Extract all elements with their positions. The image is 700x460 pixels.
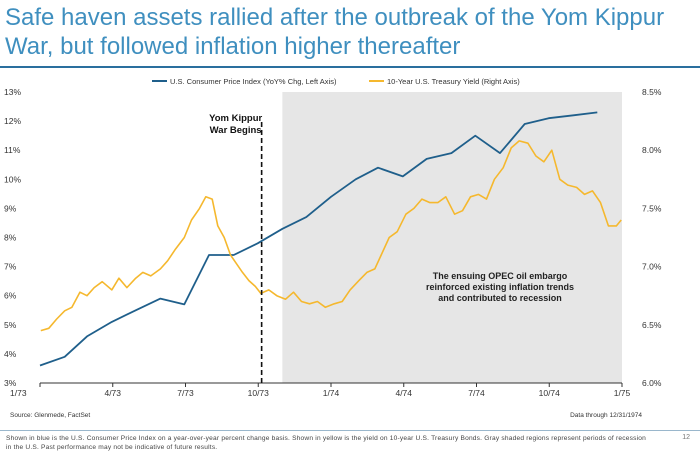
footer-divider xyxy=(0,430,700,431)
x-tick-label: 7/73 xyxy=(177,388,194,398)
footnote: Shown in blue is the U.S. Consumer Price… xyxy=(6,435,646,451)
title-divider xyxy=(0,66,700,68)
y-left-tick-label: 13% xyxy=(4,87,21,97)
y-right-tick-label: 8.0% xyxy=(642,145,662,155)
y-left-tick-label: 5% xyxy=(4,320,17,330)
y-left-tick-label: 10% xyxy=(4,174,21,184)
x-tick-label: 10/74 xyxy=(539,388,561,398)
x-tick-label: 4/74 xyxy=(395,388,412,398)
x-tick-label: 1/73 xyxy=(10,388,27,398)
page-number: 12 xyxy=(682,434,690,441)
y-left-tick-label: 6% xyxy=(4,291,17,301)
x-tick-label: 4/73 xyxy=(104,388,121,398)
x-tick-label: 10/73 xyxy=(248,388,270,398)
x-tick-label: 1/75 xyxy=(614,388,631,398)
annotation-text: and contributed to recession xyxy=(438,293,562,303)
annotation-text: reinforced existing inflation trends xyxy=(426,282,574,292)
y-right-tick-label: 8.5% xyxy=(642,87,662,97)
x-tick-label: 1/74 xyxy=(323,388,340,398)
source-note: Source: Glenmede, FactSet xyxy=(10,412,91,419)
cpi-series-line xyxy=(39,111,598,367)
legend-label-treasury: 10-Year U.S. Treasury Yield (Right Axis) xyxy=(387,77,520,86)
recession-shading xyxy=(282,92,622,383)
y-left-tick-label: 4% xyxy=(4,349,17,359)
y-left-tick-label: 7% xyxy=(4,262,17,272)
treasury-series-line xyxy=(40,140,622,332)
data-through-note: Data through 12/31/1974 xyxy=(570,412,642,419)
x-tick-label: 7/74 xyxy=(468,388,485,398)
legend-label-cpi: U.S. Consumer Price Index (YoY% Chg, Lef… xyxy=(170,77,337,86)
chart-canvas: 3% 4% 5% 6% 7% 8% 9% 10% 11% 12% 13% 6.0% 6.5% 7.0% 7.… xyxy=(4,77,662,398)
chart-title: Safe haven assets rallied after the outb… xyxy=(5,4,665,60)
event-label: War Begins xyxy=(210,125,262,136)
y-right-tick-label: 7.0% xyxy=(642,262,662,272)
y-right-tick-label: 7.5% xyxy=(642,203,662,213)
y-right-tick-label: 6.0% xyxy=(642,378,662,388)
event-label: Yom Kippur xyxy=(209,113,262,124)
y-left-tick-label: 9% xyxy=(4,203,17,213)
annotation-text: The ensuing OPEC oil embargo xyxy=(433,271,568,281)
y-left-tick-label: 8% xyxy=(4,233,17,243)
y-left-tick-label: 12% xyxy=(4,116,21,126)
y-left-tick-label: 3% xyxy=(4,378,17,388)
y-right-tick-label: 6.5% xyxy=(642,320,662,330)
y-left-tick-label: 11% xyxy=(4,145,21,155)
